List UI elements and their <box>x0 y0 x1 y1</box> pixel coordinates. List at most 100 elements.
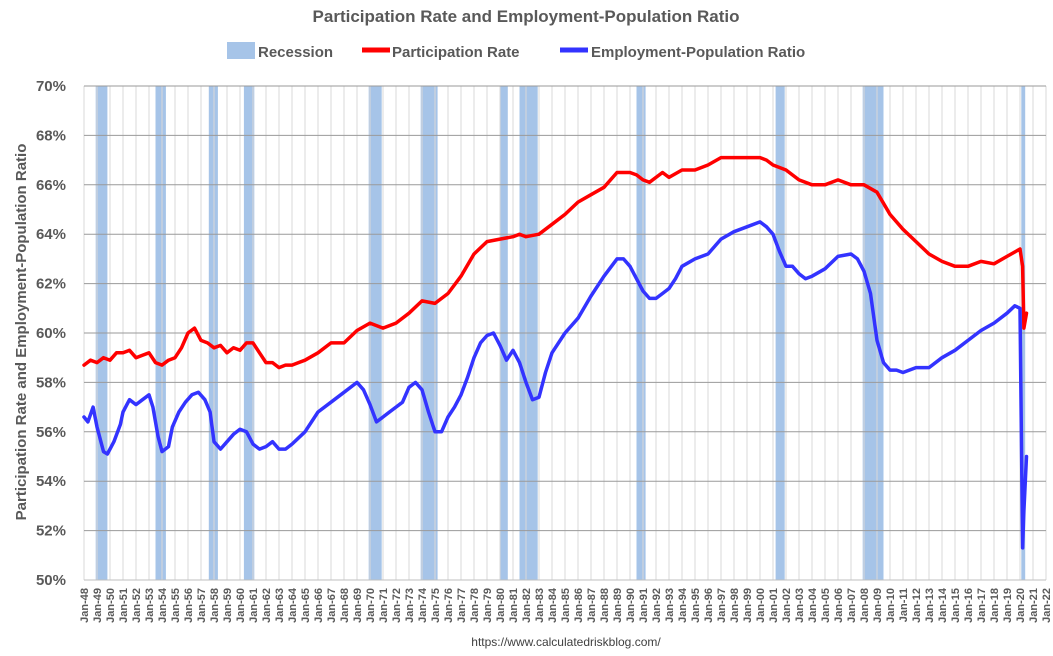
x-tick-label: Jan-94 <box>677 587 689 623</box>
x-tick-label: Jan-96 <box>703 588 715 623</box>
x-tick-label: Jan-22 <box>1041 588 1053 623</box>
x-tick-label: Jan-75 <box>430 588 442 623</box>
x-tick-label: Jan-56 <box>183 588 195 623</box>
gridlines <box>83 85 1047 581</box>
x-tick-label: Jan-82 <box>521 588 533 623</box>
y-axis-ticks: 50% 52% 54% 56% 58% 60% 62% 64% 66% 68% 70% <box>36 78 66 589</box>
x-tick-label: Jan-21 <box>1028 588 1040 623</box>
x-tick-label: Jan-61 <box>248 588 260 623</box>
x-tick-label: Jan-04 <box>807 587 819 623</box>
x-tick-label: Jan-09 <box>872 588 884 623</box>
x-tick-label: Jan-58 <box>209 588 221 623</box>
chart-title: Participation Rate and Employment-Popula… <box>313 7 740 26</box>
x-tick-label: Jan-78 <box>469 588 481 623</box>
x-tick-label: Jan-73 <box>404 588 416 623</box>
x-tick-label: Jan-70 <box>365 588 377 623</box>
y-tick-label: 64% <box>36 226 66 243</box>
x-tick-label: Jan-51 <box>118 588 130 623</box>
x-tick-label: Jan-10 <box>885 588 897 623</box>
x-axis-ticks: Jan-48 Jan-49 Jan-50 Jan-51 Jan-52 Jan-53 Jan-… <box>79 587 1053 623</box>
x-tick-label: Jan-62 <box>261 588 273 623</box>
x-tick-label: Jan-55 <box>170 588 182 623</box>
x-tick-label: Jan-66 <box>313 588 325 623</box>
x-tick-label: Jan-54 <box>157 587 169 623</box>
legend: Recession Participation Rate Employment-… <box>227 42 805 61</box>
y-tick-label: 50% <box>36 572 66 589</box>
x-tick-label: Jan-12 <box>911 588 923 623</box>
x-tick-label: Jan-91 <box>638 588 650 623</box>
x-tick-label: Jan-69 <box>352 588 364 623</box>
x-tick-label: Jan-92 <box>651 588 663 623</box>
series-line-participation-rate <box>82 155 1029 370</box>
x-tick-label: Jan-97 <box>716 588 728 623</box>
x-tick-label: Jan-93 <box>664 588 676 623</box>
x-tick-label: Jan-57 <box>196 588 208 623</box>
x-tick-label: Jan-80 <box>495 588 507 623</box>
x-tick-label: Jan-74 <box>417 587 429 623</box>
y-tick-label: 62% <box>36 276 66 293</box>
x-tick-label: Jan-11 <box>898 588 910 622</box>
y-tick-label: 70% <box>36 78 66 95</box>
x-tick-label: Jan-08 <box>859 588 871 623</box>
x-tick-label: Jan-17 <box>976 588 988 623</box>
x-tick-label: Jan-50 <box>105 588 117 623</box>
x-tick-label: Jan-52 <box>131 588 143 623</box>
x-tick-label: Jan-90 <box>625 588 637 623</box>
x-tick-label: Jan-87 <box>586 588 598 623</box>
x-tick-label: Jan-83 <box>534 588 546 623</box>
x-tick-label: Jan-98 <box>729 588 741 623</box>
x-tick-label: Jan-81 <box>508 588 520 623</box>
y-tick-label: 56% <box>36 424 66 441</box>
x-tick-label: Jan-89 <box>612 588 624 623</box>
x-tick-label: Jan-14 <box>937 587 949 623</box>
x-tick-label: Jan-76 <box>443 588 455 623</box>
x-tick-label: Jan-20 <box>1015 588 1027 623</box>
y-axis-label: Participation Rate and Employment-Popula… <box>13 144 30 521</box>
x-tick-label: Jan-95 <box>690 588 702 623</box>
x-tick-label: Jan-48 <box>79 588 91 623</box>
x-tick-label: Jan-86 <box>573 588 585 623</box>
x-tick-label: Jan-13 <box>924 588 936 623</box>
x-tick-label: Jan-67 <box>326 588 338 623</box>
x-tick-label: Jan-49 <box>92 588 104 623</box>
x-tick-label: Jan-53 <box>144 588 156 623</box>
legend-label-recession: Recession <box>258 44 333 61</box>
y-tick-label: 60% <box>36 325 66 342</box>
x-tick-label: Jan-79 <box>482 588 494 623</box>
y-tick-label: 52% <box>36 523 66 540</box>
x-tick-label: Jan-63 <box>274 588 286 623</box>
x-tick-label: Jan-84 <box>547 587 559 623</box>
x-tick-label: Jan-05 <box>820 588 832 623</box>
x-tick-label: Jan-18 <box>989 588 1001 623</box>
x-tick-label: Jan-19 <box>1002 588 1014 623</box>
legend-label-participation-rate: Participation Rate <box>392 44 520 61</box>
legend-label-employment-population-ratio: Employment-Population Ratio <box>591 44 805 61</box>
x-tick-label: Jan-07 <box>846 588 858 623</box>
y-tick-label: 66% <box>36 177 66 194</box>
legend-swatch-recession <box>227 42 255 59</box>
x-tick-label: Jan-59 <box>222 588 234 623</box>
x-tick-label: Jan-15 <box>950 588 962 623</box>
x-tick-label: Jan-68 <box>339 588 351 623</box>
x-tick-label: Jan-88 <box>599 588 611 623</box>
x-tick-label: Jan-03 <box>794 588 806 623</box>
series-line-employment-population-ratio <box>82 220 1029 550</box>
series-lines <box>82 155 1029 550</box>
x-tick-label: Jan-85 <box>560 588 572 623</box>
x-tick-label: Jan-16 <box>963 588 975 623</box>
x-tick-label: Jan-01 <box>768 588 780 623</box>
x-tick-label: Jan-65 <box>300 588 312 623</box>
y-tick-label: 58% <box>36 374 66 391</box>
x-tick-label: Jan-71 <box>378 588 390 623</box>
x-tick-label: Jan-64 <box>287 587 299 623</box>
x-tick-label: Jan-99 <box>742 588 754 623</box>
x-tick-label: Jan-02 <box>781 588 793 623</box>
x-tick-label: Jan-72 <box>391 588 403 623</box>
x-tick-label: Jan-00 <box>755 588 767 623</box>
y-tick-label: 68% <box>36 127 66 144</box>
x-tick-label: Jan-77 <box>456 588 468 623</box>
source-link[interactable]: https://www.calculatedriskblog.com/ <box>471 635 661 649</box>
x-tick-label: Jan-60 <box>235 588 247 623</box>
y-tick-label: 54% <box>36 473 66 490</box>
